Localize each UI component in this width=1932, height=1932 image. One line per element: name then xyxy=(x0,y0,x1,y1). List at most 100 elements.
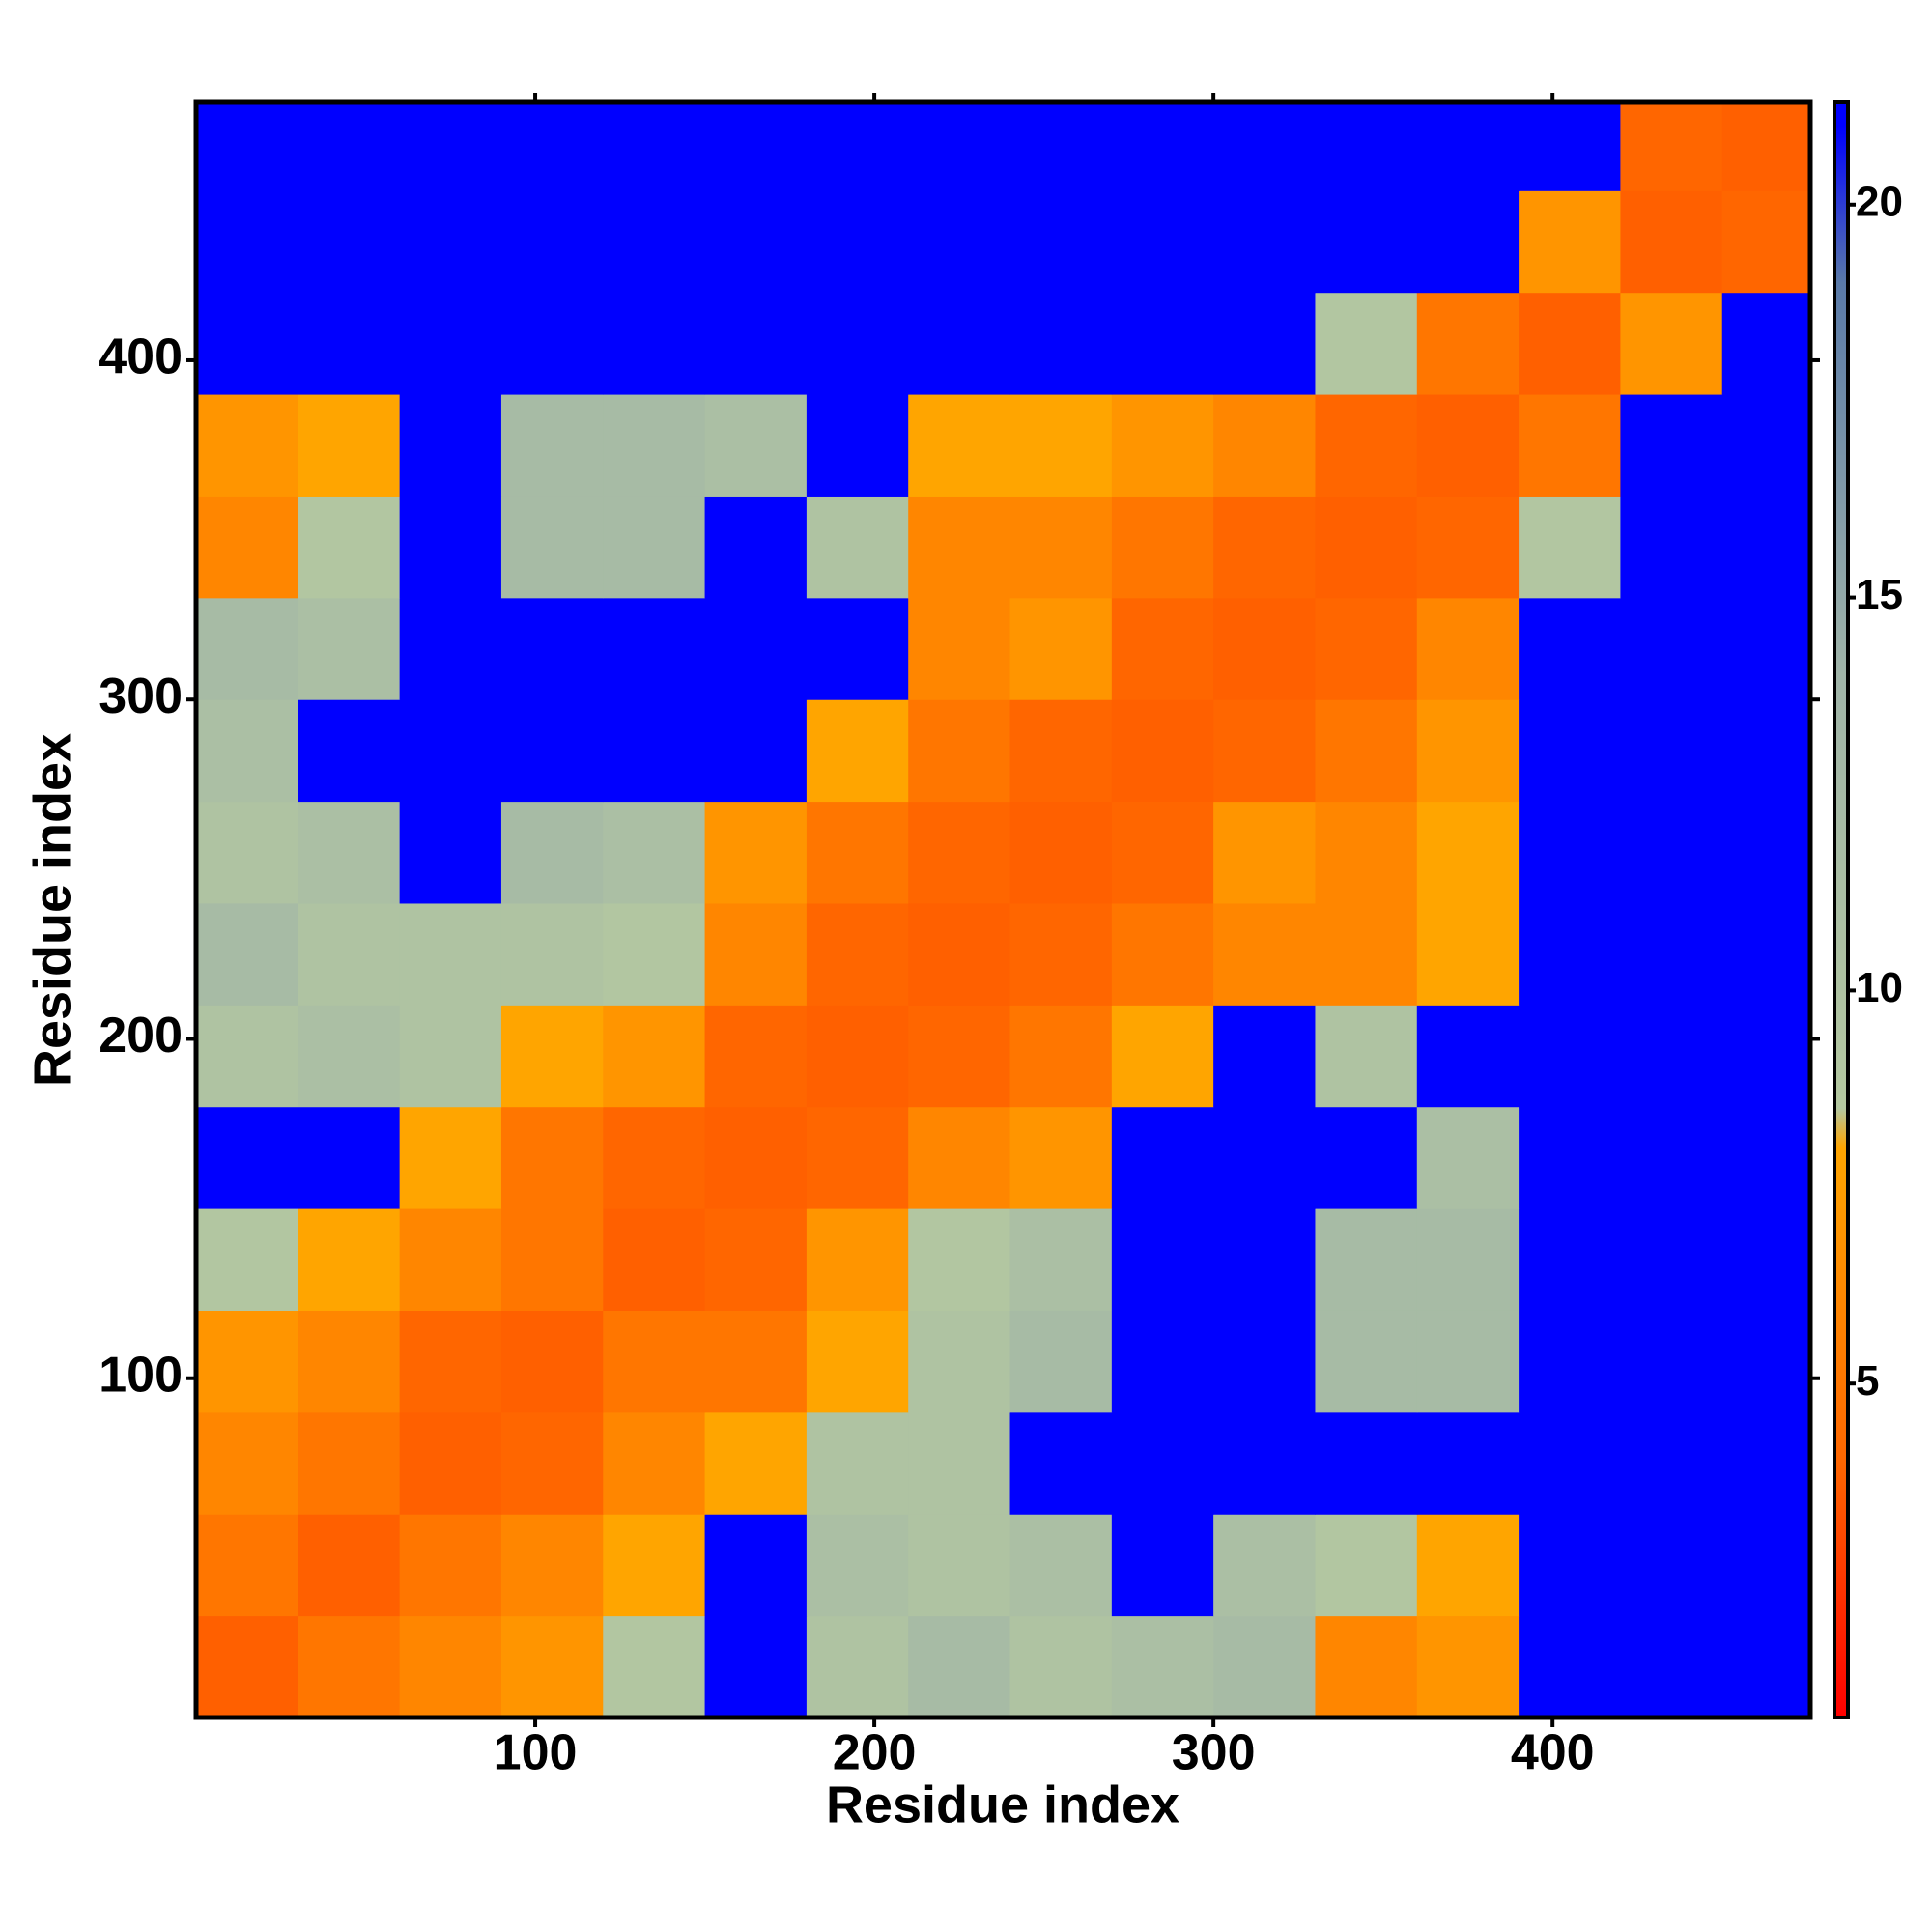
x-axis-title: Residue index xyxy=(826,1776,1179,1833)
heatmap-cell xyxy=(298,1411,401,1515)
heatmap-cell xyxy=(603,1310,706,1413)
heatmap-cell xyxy=(500,1411,604,1515)
heatmap-cell xyxy=(1315,1411,1418,1515)
heatmap-cell xyxy=(1111,1005,1214,1108)
heatmap-cell xyxy=(908,1411,1011,1515)
heatmap-cell xyxy=(1111,292,1214,395)
y-tick-label: 100 xyxy=(99,1347,183,1403)
heatmap-cell xyxy=(908,1310,1011,1413)
heatmap-cell xyxy=(298,1310,401,1413)
heatmap-cell xyxy=(806,1411,909,1515)
heatmap-cell xyxy=(1416,1411,1520,1515)
heatmap-cell xyxy=(1315,1514,1418,1617)
heatmap-cell xyxy=(704,1514,808,1617)
heatmap-cell xyxy=(806,1514,909,1617)
heatmap-cell xyxy=(298,292,401,395)
heatmap-cell xyxy=(1213,902,1316,1006)
heatmap-cell xyxy=(500,1310,604,1413)
heatmap-cell xyxy=(704,190,808,294)
heatmap-cell xyxy=(1009,597,1113,700)
heatmap-cell xyxy=(908,496,1011,599)
heatmap-cell xyxy=(908,292,1011,395)
heatmap-cell xyxy=(1213,1514,1316,1617)
heatmap-cell xyxy=(1009,1615,1113,1718)
heatmap-cell xyxy=(908,190,1011,294)
heatmap-cell xyxy=(1620,597,1723,700)
heatmap-cell xyxy=(1519,1005,1621,1108)
heatmap-cell xyxy=(1009,1411,1113,1515)
heatmap-cell xyxy=(806,190,909,294)
heatmap-cell xyxy=(806,801,909,904)
heatmap-cell xyxy=(1111,699,1214,803)
heatmap-cell xyxy=(1009,801,1113,904)
heatmap-cell xyxy=(500,1208,604,1311)
heatmap-cell xyxy=(603,394,706,497)
heatmap-cell xyxy=(908,1208,1011,1311)
heatmap-cell xyxy=(1721,597,1810,700)
heatmap-cell xyxy=(1315,394,1418,497)
heatmap-cell xyxy=(1416,190,1520,294)
heatmap-cell xyxy=(196,902,298,1006)
heatmap-cell xyxy=(298,102,401,191)
heatmap-cell xyxy=(603,699,706,803)
heatmap-cell xyxy=(500,190,604,294)
heatmap-cell xyxy=(704,1005,808,1108)
heatmap-cell xyxy=(1315,699,1418,803)
heatmap-cell xyxy=(1416,1106,1520,1209)
heatmap-cell xyxy=(1416,102,1520,191)
heatmap-cell xyxy=(908,1005,1011,1108)
heatmap-cell xyxy=(196,292,298,395)
heatmap-cell xyxy=(1620,699,1723,803)
heatmap-cell xyxy=(1416,394,1520,497)
heatmap-cell xyxy=(1111,1106,1214,1209)
heatmap-cell xyxy=(908,1615,1011,1718)
heatmap-cell xyxy=(704,394,808,497)
heatmap-cell xyxy=(1315,1005,1418,1108)
heatmap-cell xyxy=(1111,190,1214,294)
heatmap-cell xyxy=(1213,1106,1316,1209)
heatmap-cell xyxy=(298,902,401,1006)
heatmap-cell xyxy=(1213,1411,1316,1515)
heatmap-cell xyxy=(704,292,808,395)
y-tick-label: 400 xyxy=(99,329,183,385)
heatmap-cell xyxy=(399,1106,502,1209)
heatmap-cell xyxy=(1620,1411,1723,1515)
heatmap-cell xyxy=(1519,1310,1621,1413)
heatmap-cell xyxy=(1009,394,1113,497)
heatmap-cell xyxy=(908,597,1011,700)
heatmap-cell xyxy=(908,102,1011,191)
heatmap-cell xyxy=(1416,1005,1520,1108)
heatmap-cell xyxy=(603,1615,706,1718)
heatmap-cell xyxy=(500,902,604,1006)
heatmap-cell xyxy=(1620,394,1723,497)
heatmap-cell xyxy=(704,699,808,803)
heatmap-cell xyxy=(399,292,502,395)
heatmap-cell xyxy=(1519,292,1621,395)
heatmap-cell xyxy=(1721,1411,1810,1515)
heatmap-cell xyxy=(1519,801,1621,904)
heatmap-cell xyxy=(1009,699,1113,803)
heatmap-cell xyxy=(196,1310,298,1413)
heatmap-cell xyxy=(1315,902,1418,1006)
heatmap-cell xyxy=(298,190,401,294)
heatmap-cell xyxy=(1111,902,1214,1006)
heatmap-cell xyxy=(1213,1310,1316,1413)
heatmap-cell xyxy=(1721,699,1810,803)
heatmap-cell xyxy=(500,801,604,904)
heatmap-cell xyxy=(908,902,1011,1006)
heatmap-cell xyxy=(1315,597,1418,700)
heatmap-cell xyxy=(298,801,401,904)
heatmap-cell xyxy=(196,1411,298,1515)
heatmap-cells xyxy=(196,102,1810,1718)
heatmap-cell xyxy=(1009,1005,1113,1108)
heatmap-cell xyxy=(298,1208,401,1311)
heatmap-cell xyxy=(196,394,298,497)
heatmap-cell xyxy=(298,394,401,497)
heatmap-cell xyxy=(1416,902,1520,1006)
heatmap-cell xyxy=(806,102,909,191)
heatmap-cell xyxy=(1721,102,1810,191)
heatmap-cell xyxy=(1009,1514,1113,1617)
heatmap-cell xyxy=(399,496,502,599)
heatmap-cell xyxy=(1519,1208,1621,1311)
heatmap-cell xyxy=(399,801,502,904)
